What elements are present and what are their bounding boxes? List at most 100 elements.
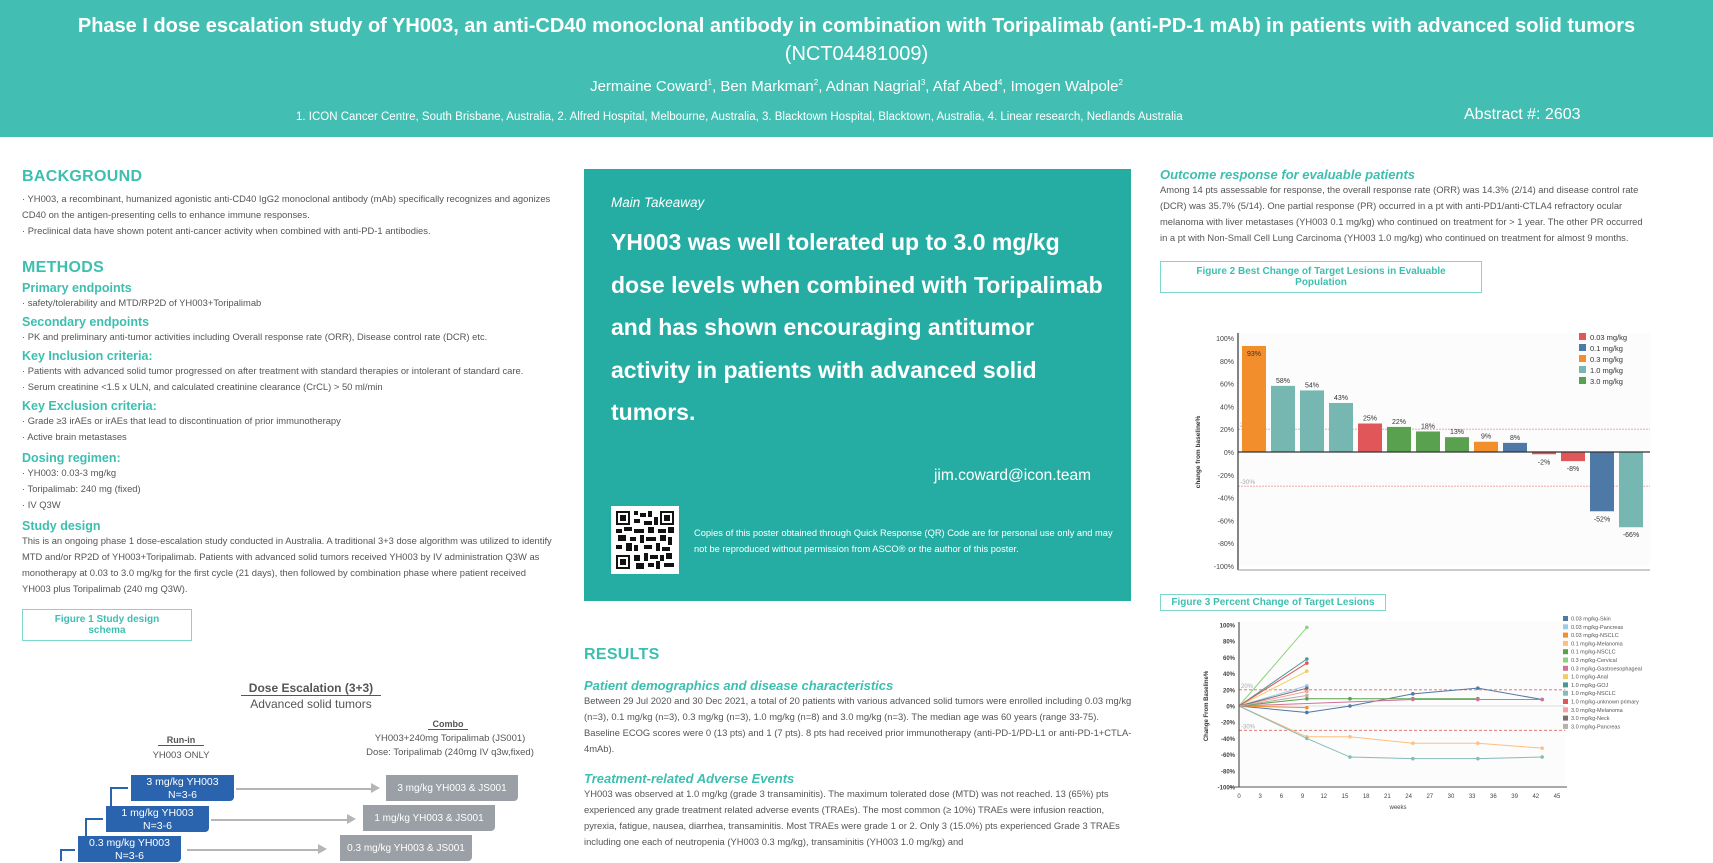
- background-item: · YH003, a recombinant, humanized agonis…: [22, 193, 551, 220]
- y-axis-label: change from baseline%: [1195, 415, 1202, 488]
- bar: [1358, 423, 1382, 452]
- bar: [1329, 402, 1353, 452]
- y-tick-label: -100%: [1218, 786, 1236, 792]
- legend-swatch: [1579, 344, 1586, 351]
- results-heading: RESULTS: [584, 646, 660, 663]
- legend-swatch: [1563, 640, 1568, 646]
- author: Jermaine Coward1: [590, 78, 713, 95]
- x-tick-label: 24: [1405, 794, 1412, 800]
- legend-swatch: [1563, 665, 1568, 671]
- y-tick-label: 20%: [1223, 688, 1236, 694]
- bar-data-label: -52%: [1594, 516, 1610, 523]
- legend-swatch: [1579, 355, 1586, 362]
- data-point: [1348, 696, 1352, 701]
- legend-swatch: [1563, 649, 1568, 655]
- affiliations: 1. ICON Cancer Centre, South Brisbane, A…: [296, 111, 1183, 123]
- primary-endpoint-item: · safety/tolerability and MTD/RP2D of YH…: [22, 297, 262, 308]
- y-tick-label: 100%: [1220, 624, 1236, 630]
- bar: [1271, 385, 1295, 452]
- series-line: [1238, 670, 1308, 707]
- data-point: [1348, 734, 1352, 739]
- y-tick-label: -100%: [1214, 564, 1234, 571]
- data-point: [1476, 741, 1480, 746]
- legend-label: 1.0 mg/kg: [1590, 366, 1623, 375]
- background-item: · Preclinical data have shown potent ant…: [22, 225, 431, 236]
- x-tick-label: 36: [1490, 794, 1497, 800]
- runin-box-0-3mg: 0.3 mg/kg YH003 N=3-6: [78, 836, 181, 862]
- legend-swatch: [1563, 624, 1568, 630]
- legend-label: 3.0 mg/kg: [1590, 377, 1623, 386]
- plot-area: [1239, 622, 1565, 787]
- combo-box-0-3mg: 0.3 mg/kg YH003 & JS001: [340, 835, 472, 861]
- study-design-text: This is an ongoing phase 1 dose-escalati…: [22, 535, 552, 594]
- data-point: [1411, 756, 1415, 761]
- x-tick-label: 21: [1384, 794, 1391, 800]
- legend-swatch: [1563, 616, 1568, 621]
- legend-swatch: [1563, 699, 1568, 704]
- title-text: Phase I dose escalation study of YH003, …: [77, 15, 1636, 37]
- x-tick-label: 6: [1280, 794, 1284, 800]
- inclusion-item: · Patients with advanced solid tumor pro…: [22, 365, 524, 376]
- y-tick-label: -20%: [1221, 721, 1236, 727]
- series-line: [1238, 705, 1543, 760]
- escalation-arrow: [85, 818, 103, 820]
- y-tick-label: -20%: [1218, 473, 1234, 480]
- combo-box-3mg: 3 mg/kg YH003 & JS001: [386, 775, 518, 801]
- y-tick-label: 100%: [1216, 336, 1234, 343]
- primary-endpoints-heading: Primary endpoints: [22, 281, 132, 295]
- figure1-caption: Figure 1 Study design schema: [22, 609, 192, 641]
- runin-subtitle: YH003 ONLY: [152, 750, 210, 761]
- takeaway-text: YH003 was well tolerated up to 3.0 mg/kg…: [611, 229, 1103, 425]
- y-tick-label: -60%: [1218, 518, 1234, 525]
- bar-data-label: 58%: [1276, 378, 1290, 385]
- background-heading: BACKGROUND: [22, 168, 143, 185]
- runin-box-1mg: 1 mg/kg YH003 N=3-6: [106, 806, 209, 832]
- data-point: [1305, 689, 1309, 694]
- reference-line-label: -30%: [1241, 724, 1256, 730]
- qr-code-icon[interactable]: [611, 506, 679, 574]
- legend-label: 3.0 mg/kg-Pancreas: [1571, 724, 1620, 730]
- results-section: RESULTS Patient demographics and disease…: [584, 646, 1134, 850]
- right-column: Outcome response for evaluable patients …: [1160, 167, 1650, 246]
- series-line: [1238, 705, 1543, 749]
- combo-line-2: Dose: Toripalimab (240mg IV q3w,fixed): [366, 747, 534, 758]
- bar-data-label: -66%: [1623, 532, 1639, 539]
- x-tick-label: 27: [1426, 794, 1433, 800]
- bar: [1590, 452, 1614, 512]
- escalation-connector: [85, 818, 87, 837]
- x-tick-label: 12: [1320, 794, 1327, 800]
- y-tick-label: 60%: [1223, 656, 1236, 662]
- y-tick-label: 0%: [1224, 450, 1234, 457]
- x-tick-label: 18: [1363, 794, 1370, 800]
- y-tick-label: -40%: [1221, 737, 1236, 743]
- legend-label: 1.0 mg/kg-NSCLC: [1571, 691, 1616, 697]
- contact-email[interactable]: jim.coward@icon.team: [933, 467, 1091, 484]
- secondary-endpoints-heading: Secondary endpoints: [22, 315, 150, 329]
- data-point: [1305, 686, 1309, 690]
- figure3-caption: Figure 3 Percent Change of Target Lesion…: [1160, 594, 1386, 611]
- data-point: [1305, 625, 1309, 630]
- demographics-text: Between 29 Jul 2020 and 30 Dec 2021, a t…: [584, 695, 1132, 754]
- legend-swatch: [1563, 674, 1568, 680]
- legend-swatch: [1579, 366, 1586, 373]
- x-tick-label: 9: [1301, 794, 1305, 800]
- main-takeaway-panel: Main Takeaway YH003 was well tolerated u…: [584, 169, 1131, 601]
- legend-label: 0.3 mg/kg: [1590, 355, 1623, 364]
- y-tick-label: 40%: [1223, 672, 1236, 678]
- study-design-heading: Study design: [22, 519, 101, 533]
- x-tick-label: 15: [1342, 794, 1349, 800]
- legend-swatch: [1563, 715, 1568, 721]
- left-column: BACKGROUND · YH003, a recombinant, human…: [22, 168, 557, 641]
- y-tick-label: 60%: [1220, 382, 1234, 389]
- bar-data-label: 22%: [1392, 419, 1406, 426]
- bar-data-label: 54%: [1305, 382, 1319, 389]
- data-point: [1411, 692, 1415, 696]
- legend-swatch: [1579, 333, 1586, 340]
- methods-heading: METHODS: [22, 259, 105, 276]
- runin-box-3mg: 3 mg/kg YH003 N=3-6: [131, 775, 234, 801]
- reference-line-label: 20%: [1241, 684, 1254, 690]
- arrow-right: [236, 784, 380, 792]
- data-point: [1305, 657, 1309, 661]
- author: Afaf Abed4: [932, 78, 1003, 95]
- legend-swatch: [1563, 682, 1568, 688]
